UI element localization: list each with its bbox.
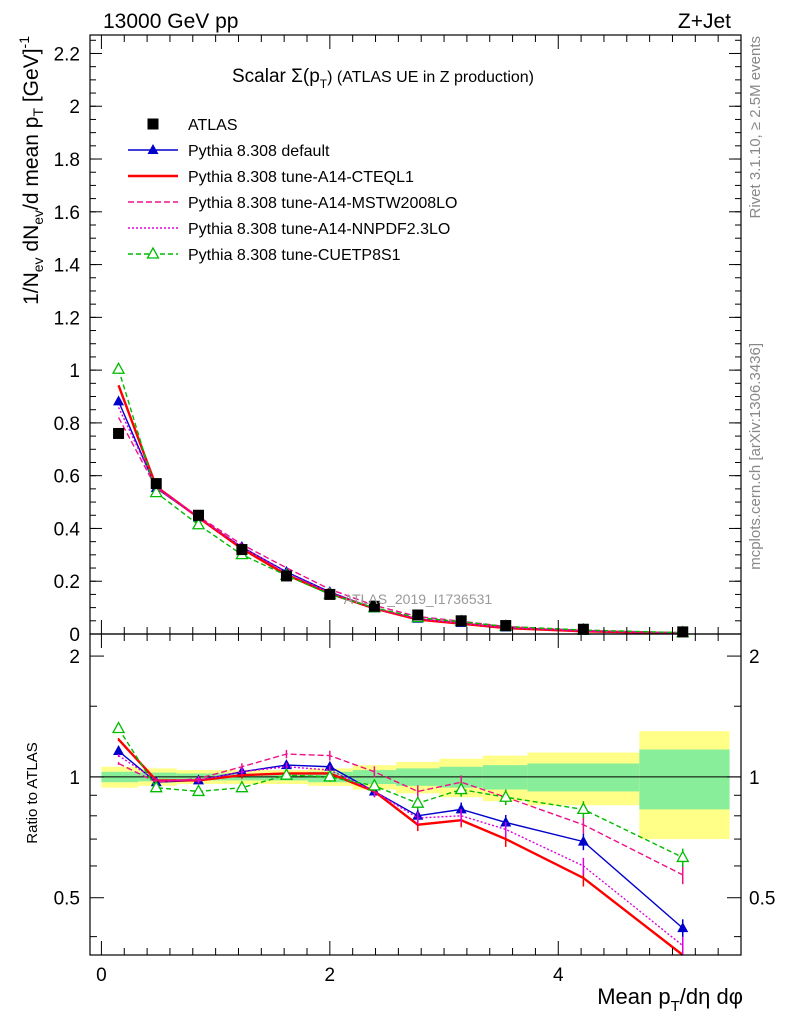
ratio-series-4 xyxy=(111,721,690,867)
ratio-point xyxy=(113,745,125,756)
ratio-point xyxy=(455,803,467,814)
x-axis-label: Mean pT/dη dφ xyxy=(597,984,743,1015)
legend-label: Pythia 8.308 tune-A14-NNPDF2.3LO xyxy=(188,221,450,238)
series-3 xyxy=(117,407,683,634)
ratio-y-tick-label-right: 1 xyxy=(749,768,760,789)
legend-entry: Pythia 8.308 default xyxy=(128,143,330,160)
ratio-y-tick-label: 2 xyxy=(69,647,80,668)
ratio-line xyxy=(118,753,684,876)
legend: ATLAS Pythia 8.308 default Pythia 8.308 tu… xyxy=(128,117,457,264)
legend-marker xyxy=(146,246,160,259)
atlas-point xyxy=(113,427,125,439)
ratio-point xyxy=(454,782,468,795)
atlas-point xyxy=(324,588,336,600)
legend-label: Pythia 8.308 default xyxy=(188,143,330,160)
ratio-point xyxy=(577,835,589,846)
atlas-data xyxy=(113,427,689,638)
ratio-y-tick-label-right: 2 xyxy=(749,647,760,668)
ratio-y-axis: 0.5 0.5 1 1 2 2 xyxy=(54,647,775,938)
series-point xyxy=(111,361,126,374)
y-tick-label: 0.6 xyxy=(54,467,80,488)
legend-label: Pythia 8.308 tune-A14-MSTW2008LO xyxy=(188,195,457,212)
ratio-point xyxy=(323,769,337,782)
atlas-point xyxy=(236,544,248,556)
x-tick-label: 0 xyxy=(96,965,107,986)
ratio-marks xyxy=(90,721,741,956)
ratio-y-axis-label: Ratio to ATLAS xyxy=(24,742,41,843)
series-point xyxy=(149,485,163,498)
legend-label: Pythia 8.308 tune-CUETP8S1 xyxy=(188,247,401,264)
atlas-point xyxy=(150,478,162,490)
ratio-point xyxy=(111,721,126,734)
ratio-line xyxy=(117,728,684,859)
legend-marker xyxy=(147,144,159,154)
ratio-frame xyxy=(89,633,742,956)
ratio-point xyxy=(676,850,690,863)
mcplots-label: mcplots.cern.ch [arXiv:1306.3436] xyxy=(747,343,764,570)
atlas-point xyxy=(193,509,204,521)
ratio-x-axis: 0 2 4 xyxy=(96,634,719,986)
chart-title: Scalar Σ(pT) (ATLAS UE in Z production) xyxy=(232,66,534,91)
atlas-point xyxy=(577,623,589,635)
y-tick-label: 2 xyxy=(69,97,80,118)
legend-entry: ATLAS xyxy=(147,117,238,134)
series-2 xyxy=(117,417,683,634)
series-point xyxy=(191,517,206,530)
y-tick-label: 1.4 xyxy=(54,256,81,277)
legend-label: Pythia 8.308 tune-A14-CTEQL1 xyxy=(188,169,414,186)
atlas-point xyxy=(455,615,467,627)
series-point xyxy=(113,395,125,406)
ratio-point xyxy=(500,816,512,827)
rivet-label: Rivet 3.1.10, ≥ 2.5M events xyxy=(747,36,764,219)
y-tick-label: 0.4 xyxy=(54,519,81,540)
ratio-panel: 0.5 0.5 1 1 2 2 0 2 4 xyxy=(54,633,775,986)
analysis-watermark: ATLAS_2019_I1736531 xyxy=(344,591,493,607)
y-tick-label: 1.6 xyxy=(54,203,80,224)
legend-label: ATLAS xyxy=(188,117,238,134)
y-axis-label: 1/Nev dNev/d mean pT [GeV]-1 xyxy=(16,36,46,305)
ratio-point xyxy=(499,789,513,802)
ratio-point xyxy=(576,802,590,815)
atlas-point xyxy=(368,600,380,612)
main-x-ticks xyxy=(100,35,719,634)
ratio-point xyxy=(411,795,425,808)
legend-entry: Pythia 8.308 tune-A14-MSTW2008LO xyxy=(128,195,457,212)
y-tick-label: 2.2 xyxy=(54,44,80,65)
y-tick-label: 1.8 xyxy=(54,150,80,171)
ratio-point xyxy=(367,778,381,791)
atlas-point xyxy=(677,626,689,638)
stat-band xyxy=(527,763,640,792)
atlas-point xyxy=(500,620,512,632)
y-tick-label: 0.8 xyxy=(54,414,80,435)
stat-band xyxy=(639,749,730,810)
main-y-axis: 0 0.2 0.4 0.6 0.8 1 1.2 1.4 1.6 1.8 2 2.2 xyxy=(54,39,741,646)
y-tick-label: 0 xyxy=(69,625,80,646)
ratio-y-tick-label: 1 xyxy=(69,768,80,789)
atlas-point xyxy=(280,570,292,582)
series-line xyxy=(117,407,683,634)
header-left: 13000 GeV pp xyxy=(103,10,238,33)
y-tick-label: 1.2 xyxy=(54,308,80,329)
ratio-y-tick-label-right: 0.5 xyxy=(749,889,775,910)
ratio-point xyxy=(191,784,206,797)
legend-entry: Pythia 8.308 tune-A14-NNPDF2.3LO xyxy=(128,221,450,238)
legend-entry: Pythia 8.308 tune-A14-CTEQL1 xyxy=(128,169,414,186)
legend-entry: Pythia 8.308 tune-CUETP8S1 xyxy=(128,246,401,264)
ratio-point xyxy=(279,767,294,780)
header-right: Z+Jet xyxy=(678,10,731,33)
ratio-point xyxy=(235,780,249,793)
y-tick-label: 0.2 xyxy=(54,572,80,593)
series-line xyxy=(117,369,683,634)
legend-marker xyxy=(147,118,159,130)
ratio-point xyxy=(677,922,689,933)
x-tick-label: 2 xyxy=(325,965,336,986)
main-panel: 0 0.2 0.4 0.6 0.8 1 1.2 1.4 1.6 1.8 2 2.2 xyxy=(54,34,742,646)
atlas-point xyxy=(412,609,424,621)
y-tick-label: 1 xyxy=(69,361,80,382)
x-tick-label: 4 xyxy=(553,965,564,986)
ratio-point xyxy=(149,780,163,793)
series-line xyxy=(117,417,683,634)
ratio-y-tick-label: 0.5 xyxy=(54,889,80,910)
